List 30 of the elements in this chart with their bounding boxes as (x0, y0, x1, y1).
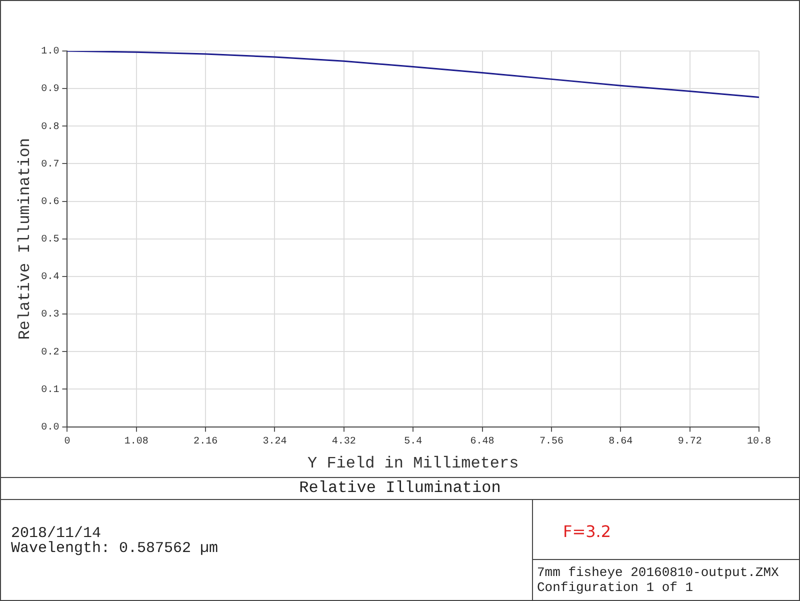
y-tick-label: 0.3 (41, 310, 60, 321)
x-tick-label: 8.64 (608, 436, 633, 448)
y-tick-label: 0.2 (41, 347, 60, 358)
x-tick-label: 7.56 (539, 436, 564, 448)
x-tick-label: 1.08 (124, 436, 148, 448)
y-tick-label: 0.0 (41, 422, 60, 434)
x-tick-label: 2.16 (194, 436, 218, 448)
x-tick-label: 10.8 (746, 436, 772, 448)
y-tick-label: 0.7 (41, 159, 60, 170)
x-tick-label: 5.4 (404, 436, 422, 448)
y-axis-title: Relative Illumination (16, 138, 34, 340)
text: F=3.2 (533, 500, 799, 560)
x-axis-title: Y Field in Millimeters (307, 454, 519, 473)
text: 7mm fisheye 20160810-output.ZMX (537, 565, 780, 580)
x-tick-label: 0 (64, 436, 70, 448)
text: Wavelength: 0.587562 µm (11, 540, 220, 557)
text: Configuration 1 of 1 (537, 580, 694, 595)
y-tick-label: 0.4 (41, 272, 60, 284)
x-tick-label: 9.72 (678, 436, 702, 448)
y-tick-label: 0.9 (41, 84, 60, 96)
text: Relative Illumination (1, 477, 799, 500)
y-tick-label: 0.6 (41, 196, 60, 208)
text: 2018/11/14 (11, 525, 102, 542)
x-tick-label: 3.24 (262, 436, 287, 448)
y-tick-label: 0.1 (41, 384, 60, 396)
y-tick-label: 0.5 (41, 234, 60, 246)
y-tick-label: 0.8 (41, 122, 60, 133)
x-tick-label: 4.32 (332, 436, 356, 448)
y-tick-label: 1.0 (41, 46, 60, 58)
x-tick-label: 6.48 (470, 436, 494, 448)
